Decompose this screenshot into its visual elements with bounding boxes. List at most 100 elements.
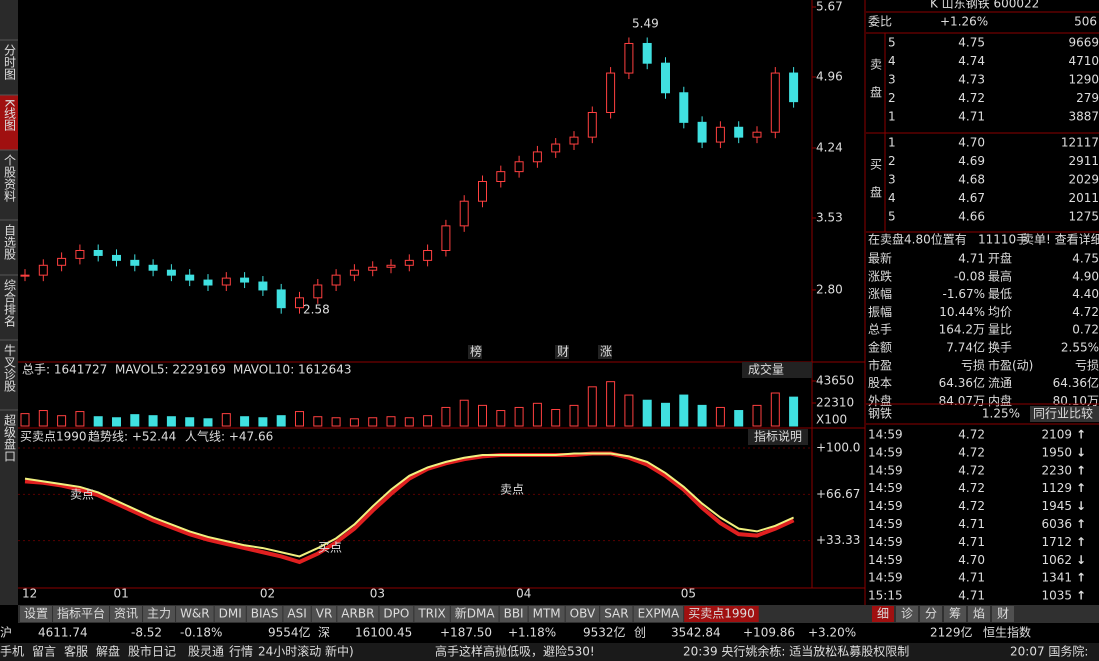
- tab[interactable]: 诊: [901, 607, 913, 621]
- tab-bg[interactable]: [450, 606, 499, 622]
- tab-bg[interactable]: [896, 606, 918, 622]
- y-tick-label: +33.33: [816, 533, 860, 547]
- tab[interactable]: BBI: [504, 607, 524, 621]
- candle: [75, 250, 85, 259]
- tab[interactable]: 焰: [973, 606, 985, 621]
- tab[interactable]: 设置: [24, 607, 48, 621]
- stat-label: 市盈: [868, 357, 892, 372]
- tab-bg[interactable]: [53, 606, 110, 622]
- tab-bg[interactable]: [499, 606, 528, 622]
- news-item[interactable]: 股市日记: [128, 644, 176, 659]
- volume-bar: [679, 394, 689, 427]
- tick-time: 14:59: [868, 499, 903, 513]
- stat-label: 最新: [868, 251, 892, 266]
- sidebar-tab[interactable]: K线图: [3, 99, 17, 131]
- volume-bar: [221, 413, 231, 427]
- tab-bg[interactable]: [992, 606, 1014, 622]
- news-item[interactable]: 解盘: [96, 644, 120, 659]
- stat-value: 2.55%: [1061, 341, 1099, 355]
- tick-volume: 1035: [1041, 589, 1072, 603]
- tab[interactable]: 筹: [949, 607, 961, 621]
- signal-label: 卖点: [70, 488, 94, 502]
- tick-price: 4.72: [958, 445, 985, 459]
- tab-bg[interactable]: [633, 606, 684, 622]
- sidebar-tab[interactable]: 牛叉诊股: [3, 343, 17, 393]
- news-item[interactable]: 留言: [32, 645, 56, 659]
- news-item[interactable]: 新中): [325, 644, 354, 659]
- tab-bg[interactable]: [920, 606, 942, 622]
- selector-bg[interactable]: [742, 362, 812, 378]
- tab[interactable]: VR: [316, 607, 333, 621]
- tab[interactable]: 新DMA: [455, 606, 496, 621]
- sidebar-tab[interactable]: 分时图: [3, 44, 17, 80]
- tab[interactable]: 财: [997, 607, 1009, 621]
- tab[interactable]: DMI: [219, 607, 242, 621]
- tab-bg[interactable]: [968, 606, 990, 622]
- tab[interactable]: 细: [877, 607, 889, 621]
- news-item[interactable]: 高手这样高抛低吸，避险530!: [435, 644, 595, 659]
- tab[interactable]: BIAS: [251, 607, 279, 621]
- level-price: 4.68: [958, 173, 985, 187]
- tab-bg[interactable]: [214, 606, 246, 622]
- tab[interactable]: W&R: [180, 607, 210, 621]
- tab[interactable]: DPO: [383, 607, 409, 621]
- tab[interactable]: 资讯: [114, 607, 138, 621]
- tab-bg[interactable]: [110, 606, 143, 622]
- tab-bg[interactable]: [872, 606, 894, 622]
- candle: [423, 250, 433, 261]
- tab-bg[interactable]: [246, 606, 283, 622]
- tab[interactable]: 买卖点1990: [688, 607, 755, 621]
- volume-bar: [148, 415, 158, 427]
- tab-bg[interactable]: [176, 606, 214, 622]
- button-bg[interactable]: [748, 429, 808, 445]
- news-item[interactable]: 24小时滚动: [258, 644, 321, 659]
- tab-bg[interactable]: [684, 606, 759, 622]
- index-item: +187.50: [440, 626, 492, 640]
- sidebar-tab[interactable]: 个股资料: [3, 154, 17, 202]
- stat-label: 换手: [988, 341, 1012, 355]
- tab-bg[interactable]: [528, 606, 565, 622]
- notice[interactable]: 卖单! 查看详细: [1022, 232, 1099, 247]
- volume-bar: [532, 402, 542, 427]
- tab-bg[interactable]: [944, 606, 966, 622]
- news-item[interactable]: 手机: [0, 645, 24, 659]
- tab-bg[interactable]: [565, 606, 600, 622]
- news-item[interactable]: 行情: [229, 645, 253, 659]
- volume-bar: [661, 402, 670, 427]
- tab-bg[interactable]: [20, 606, 53, 622]
- tab-bg[interactable]: [283, 606, 311, 622]
- x-tick-label: 01: [114, 587, 129, 601]
- news-item[interactable]: 20:07 国务院:: [1010, 644, 1088, 659]
- stock-title: K 山东钢铁 600022: [930, 0, 1039, 11]
- tab-bg[interactable]: [311, 606, 337, 622]
- sidebar-tab[interactable]: 自选股: [3, 224, 17, 261]
- tab[interactable]: 主力: [147, 607, 171, 621]
- tab-bg[interactable]: [337, 606, 379, 622]
- tab-bg[interactable]: [600, 606, 633, 622]
- news-item[interactable]: 股灵通: [188, 645, 224, 659]
- news-item[interactable]: 客服: [64, 644, 88, 659]
- button-bg[interactable]: [1030, 406, 1099, 422]
- level: 4: [888, 54, 896, 68]
- tab-bg[interactable]: [414, 606, 450, 622]
- level: 2: [888, 154, 896, 168]
- news-bar: [0, 643, 1099, 661]
- sidebar-tab[interactable]: 综合排名: [3, 279, 17, 327]
- news-item[interactable]: 20:39 央行姚余栋: 适当放松私募股权限制: [683, 644, 909, 659]
- tab[interactable]: MTM: [533, 607, 561, 621]
- tab[interactable]: SAR: [604, 607, 628, 621]
- tab[interactable]: 分: [925, 607, 937, 621]
- tab-bg[interactable]: [143, 606, 176, 622]
- tab-bg[interactable]: [379, 606, 414, 622]
- tab[interactable]: OBV: [570, 607, 596, 621]
- tick-volume: 1129: [1041, 481, 1072, 495]
- stat-label: 开盘: [988, 251, 1012, 266]
- industry-button[interactable]: 同行业比较: [1033, 406, 1093, 421]
- sidebar-tab[interactable]: 超级盘口: [3, 413, 17, 462]
- candle: [606, 72, 616, 113]
- tab[interactable]: ARBR: [341, 607, 374, 621]
- tab[interactable]: ASI: [287, 607, 306, 621]
- tab[interactable]: TRIX: [417, 607, 445, 621]
- tab[interactable]: EXPMA: [638, 607, 680, 621]
- tab[interactable]: 指标平台: [57, 606, 105, 621]
